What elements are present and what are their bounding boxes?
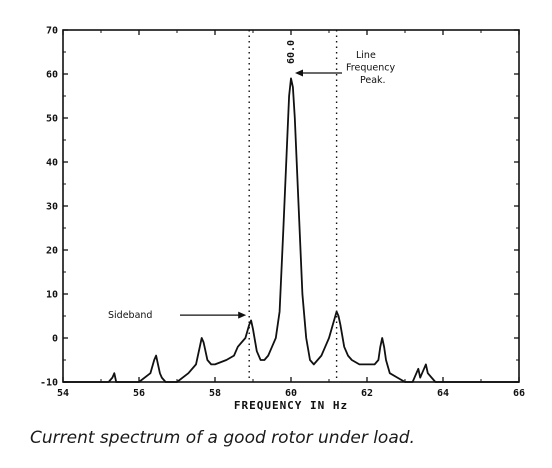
annotations: 60.0 Line Frequency Peak. Sideband xyxy=(108,40,395,321)
spectrum-series-line xyxy=(63,77,519,383)
x-axis-ticks: 54 56 58 60 62 64 66 xyxy=(57,30,525,399)
sideband-arrow-head xyxy=(238,311,247,319)
line-frequency-peak-annotation: Line Frequency Peak. xyxy=(346,50,395,86)
spectrum-chart: -10 0 10 20 30 40 50 60 70 54 56 58 60 62 64 66 60.0 Li… xyxy=(40,26,525,413)
figure-caption: Current spectrum of a good rotor under l… xyxy=(30,428,415,448)
y-tick-label: 10 xyxy=(46,290,58,301)
x-tick-label: 54 xyxy=(57,388,69,399)
x-tick-label: 58 xyxy=(209,388,221,399)
annotation-line: Frequency xyxy=(346,63,395,74)
y-axis-ticks: -10 0 10 20 30 40 50 60 70 xyxy=(40,26,519,389)
y-tick-label: 20 xyxy=(46,246,58,257)
annotation-line: Line xyxy=(356,50,376,61)
y-tick-label: 0 xyxy=(52,334,58,345)
y-tick-label: 30 xyxy=(46,202,58,213)
x-tick-label: 62 xyxy=(361,388,373,399)
y-tick-label: -10 xyxy=(40,378,58,389)
y-tick-label: 70 xyxy=(46,26,58,37)
x-tick-label: 56 xyxy=(133,388,145,399)
x-tick-label: 64 xyxy=(437,388,449,399)
annotation-line: Peak. xyxy=(360,75,386,86)
y-tick-label: 40 xyxy=(46,158,58,169)
x-tick-label: 66 xyxy=(513,388,525,399)
sideband-annotation: Sideband xyxy=(108,310,152,321)
peak-value-label: 60.0 xyxy=(286,40,297,64)
peak-arrow-head xyxy=(295,69,303,77)
x-axis-title: FREQUENCY IN Hz xyxy=(234,399,348,412)
series-group xyxy=(63,77,519,383)
x-tick-label: 60 xyxy=(285,388,297,399)
reference-lines xyxy=(248,30,338,382)
y-tick-label: 60 xyxy=(46,70,58,81)
y-tick-label: 50 xyxy=(46,114,58,125)
